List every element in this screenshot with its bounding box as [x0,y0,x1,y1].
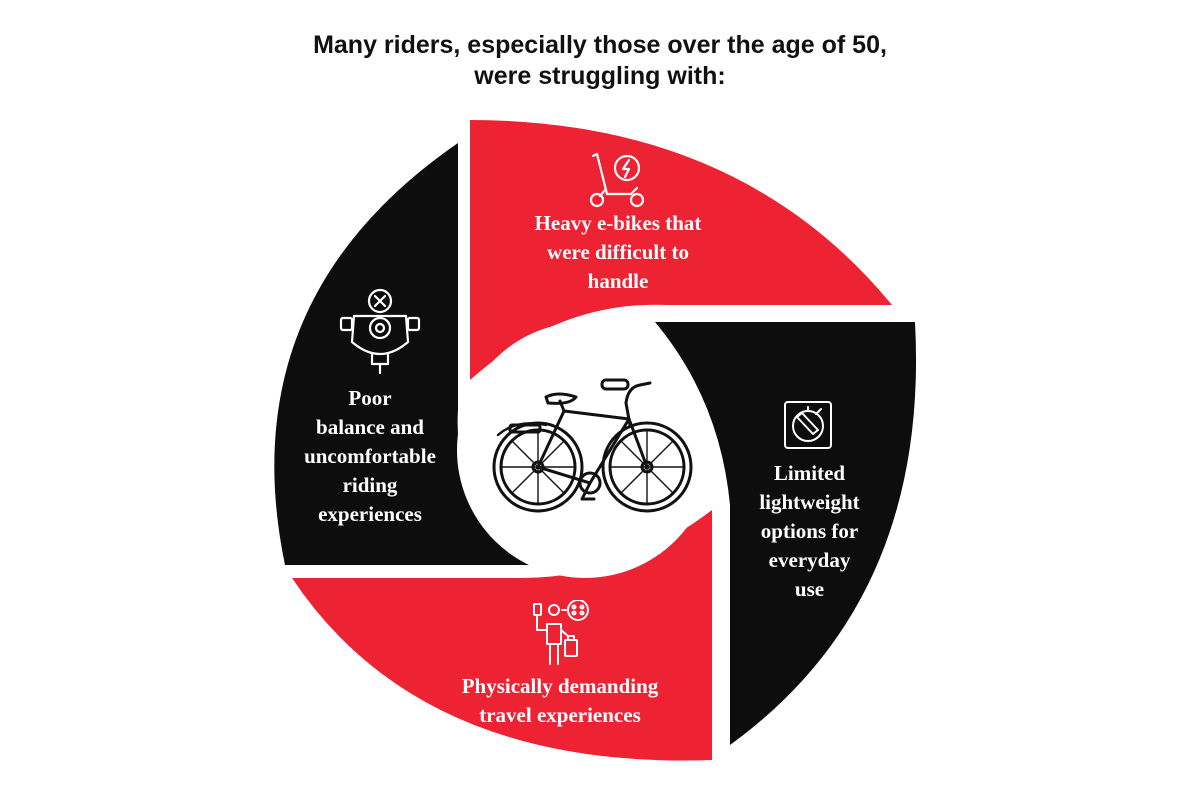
traveler-with-luggage-icon [533,600,589,665]
diagram-heading: Many riders, especially those over the a… [0,30,1200,92]
heading-line-1: Many riders, especially those over the a… [313,31,887,59]
segment-top-shape [470,120,892,380]
center-hub [457,322,713,578]
handlebar-scooter-icon [339,288,421,374]
segment-top-text: Heavy e-bikes that were difficult to han… [534,211,702,293]
electric-scooter-icon [589,152,645,208]
segment-right-shape [655,322,917,745]
segment-right-text: Limited lightweight options for everyday… [759,461,860,601]
battery-gauge-icon [784,401,832,449]
segment-bottom-text: Physically demanding travel experiences [461,674,659,727]
heading-line-2: were struggling with: [474,62,726,90]
segment-left-shape [274,143,532,565]
segment-left-text: Poor balance and uncomfortable riding ex… [304,386,436,526]
bicycle-icon [492,378,693,513]
